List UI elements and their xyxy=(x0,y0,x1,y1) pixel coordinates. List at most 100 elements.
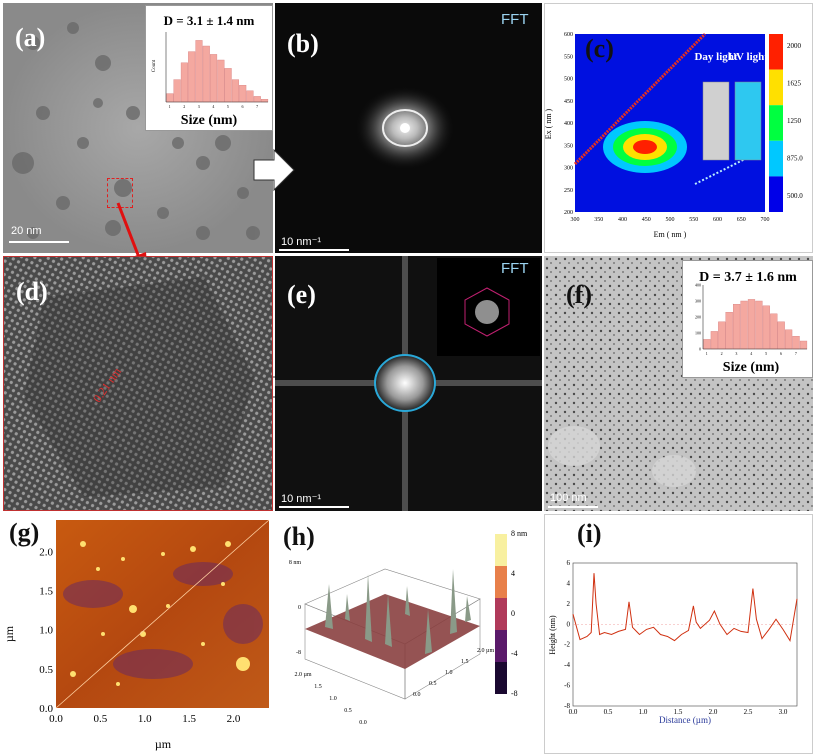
pl-y-tick-label: 500 xyxy=(564,77,573,83)
height-profile-series xyxy=(572,573,798,642)
hist-a-bar xyxy=(246,90,254,103)
profile-y-tick-label: 0 xyxy=(567,620,571,628)
hist-a-x-tick-label: 4 xyxy=(212,104,214,109)
hist-f-bar xyxy=(703,339,711,350)
pl-colorbar-segment xyxy=(769,105,783,141)
hist-a-bar xyxy=(202,45,210,103)
pl-x-tick-label: 700 xyxy=(761,217,770,223)
profile-plot-frame xyxy=(572,562,798,707)
pl-map-background xyxy=(575,34,765,212)
hist-f-bar xyxy=(740,300,748,350)
afm-ylabel: µm xyxy=(3,625,16,642)
panel-f-tem-image: (f) 100 nm D = 3.7 ± 1.6 nm Size (nm) 1 2… xyxy=(544,256,813,511)
white-arrow-a-to-b xyxy=(253,148,295,192)
pl-x-tick-label: 500 xyxy=(666,217,675,223)
hist-a-bar xyxy=(195,40,203,103)
hist-f-x-tick-label: 6 xyxy=(780,351,782,356)
hist-a-bar xyxy=(210,54,218,103)
hist-a-x-tick-label: 7 xyxy=(256,104,258,109)
afm3d-colorbar-label: -8 xyxy=(511,689,518,698)
hist-f-bar xyxy=(710,331,718,350)
hist-f-bar xyxy=(733,304,741,350)
panel-e-fft-title: FFT xyxy=(501,260,529,277)
hist-f-bar xyxy=(792,335,800,350)
panel-c-pl-map: Day light UV light 2000 1625 1250 875.0 500.… xyxy=(544,3,813,253)
panel-d-hrtem-image: (d) 0.21 nm xyxy=(3,256,273,511)
panel-i-label: (i) xyxy=(577,519,602,548)
panel-h-label: (h) xyxy=(283,522,315,551)
afm-x-tick-label: 1.0 xyxy=(138,713,152,725)
profile-y-tick-label: 6 xyxy=(567,559,571,567)
afm-profile-line xyxy=(55,519,270,709)
pl-rayleigh-line xyxy=(573,32,707,166)
afm3d-colorbar-segment xyxy=(495,662,507,694)
hist-a-bar xyxy=(253,96,261,103)
afm3d-x-tick-label: 0.5 xyxy=(429,681,437,687)
pl-colorbar-label: 875.0 xyxy=(787,155,803,163)
afm3d-x-tick-label: 2.0 µm xyxy=(477,648,494,654)
hist-f-bar xyxy=(785,329,793,350)
hist-f-bar xyxy=(762,305,770,350)
panel-i-height-profile: 0.0 0.5 1.0 1.5 2.0 2.5 3.0 -8 -6 -4 -2 0 2 4 6 Distan… xyxy=(544,514,813,754)
pl-y-tick-label: 550 xyxy=(564,54,573,60)
fft-inset-hexagon xyxy=(464,287,510,337)
hist-f-bar xyxy=(799,340,808,350)
hist-f-x-tick-label: 2 xyxy=(721,351,723,356)
panel-e-scale-label: 10 nm⁻¹ xyxy=(281,493,322,505)
afm3d-colorbar-label: 8 nm xyxy=(511,529,528,538)
hist-a-ylabel: Count xyxy=(152,59,157,72)
hist-a-bar xyxy=(231,79,239,103)
afm-y-tick-label: 1.5 xyxy=(39,586,53,598)
afm3d-colorbar-label: 4 xyxy=(511,569,515,578)
afm-xlabel: µm xyxy=(155,737,172,751)
pl-y-tick-label: 250 xyxy=(564,188,573,194)
afm3d-colorbar-segment xyxy=(495,630,507,662)
pl-colorbar-segment xyxy=(769,140,783,177)
afm-y-tick-label: 0.0 xyxy=(39,703,53,715)
hist-a-x-tick-label: 2 xyxy=(183,104,185,109)
hist-a-x-tick-label: 5 xyxy=(227,104,229,109)
panel-c-label: (c) xyxy=(585,34,614,63)
vial-day-light-photo xyxy=(702,81,730,161)
afm3d-colorbar-label: -4 xyxy=(511,649,518,658)
hist-a-bar xyxy=(239,84,247,103)
hist-f-bar xyxy=(755,300,763,350)
pl-ylabel: Ex ( nm ) xyxy=(545,108,553,139)
hist-a-bar xyxy=(261,98,269,103)
pl-contour-peak xyxy=(633,140,657,154)
pl-colorbar-label: 1250 xyxy=(787,117,802,125)
afm3d-x-tick-label: 1.5 xyxy=(461,659,469,665)
hist-a-bar xyxy=(224,68,232,103)
panel-f-label: (f) xyxy=(566,280,592,309)
hist-a-bar xyxy=(188,51,196,103)
panel-c-contour-chart: Day light UV light 2000 1625 1250 875.0 500.… xyxy=(545,32,803,239)
afm3d-x-tick-label: 1.0 xyxy=(445,670,453,676)
vial-uv-light-photo xyxy=(734,81,762,161)
profile-y-tick-label: -8 xyxy=(564,702,570,710)
profile-y-tick-label: 4 xyxy=(567,579,571,587)
panel-b-fft-pattern xyxy=(355,86,455,170)
hist-f-y-tick-label: 100 xyxy=(695,331,701,336)
profile-x-tick-label: 1.5 xyxy=(674,708,683,716)
hist-f-x-tick-label: 4 xyxy=(750,351,752,356)
panel-b-fft-image: (b) FFT 10 nm⁻¹ xyxy=(275,3,542,253)
hist-f-bar xyxy=(747,299,756,350)
afm-x-tick-label: 1.5 xyxy=(182,713,196,725)
afm3d-z-tick-label: -8 xyxy=(296,650,301,656)
afm-y-tick-label: 2.0 xyxy=(39,546,53,558)
hist-a-x-tick-label: 6 xyxy=(242,104,244,109)
panel-a-label: (a) xyxy=(15,23,46,52)
pl-x-tick-label: 450 xyxy=(642,217,651,223)
hist-f-y-tick-label: 300 xyxy=(695,299,701,304)
profile-xlabel: Distance (µm) xyxy=(659,715,711,725)
panel-b-scale-label: 10 nm⁻¹ xyxy=(281,236,322,248)
pl-colorbar-segment xyxy=(769,176,783,212)
afm-x-tick-label: 0.0 xyxy=(49,713,63,725)
pl-x-tick-label: 350 xyxy=(594,217,603,223)
hist-a-bar xyxy=(173,79,181,103)
panel-e-fft-image: (e) FFT 10 nm⁻¹ xyxy=(275,256,542,511)
panel-b-scale-bar xyxy=(279,249,349,251)
hist-f-bar xyxy=(770,313,778,350)
pl-second-order-line xyxy=(694,158,746,185)
